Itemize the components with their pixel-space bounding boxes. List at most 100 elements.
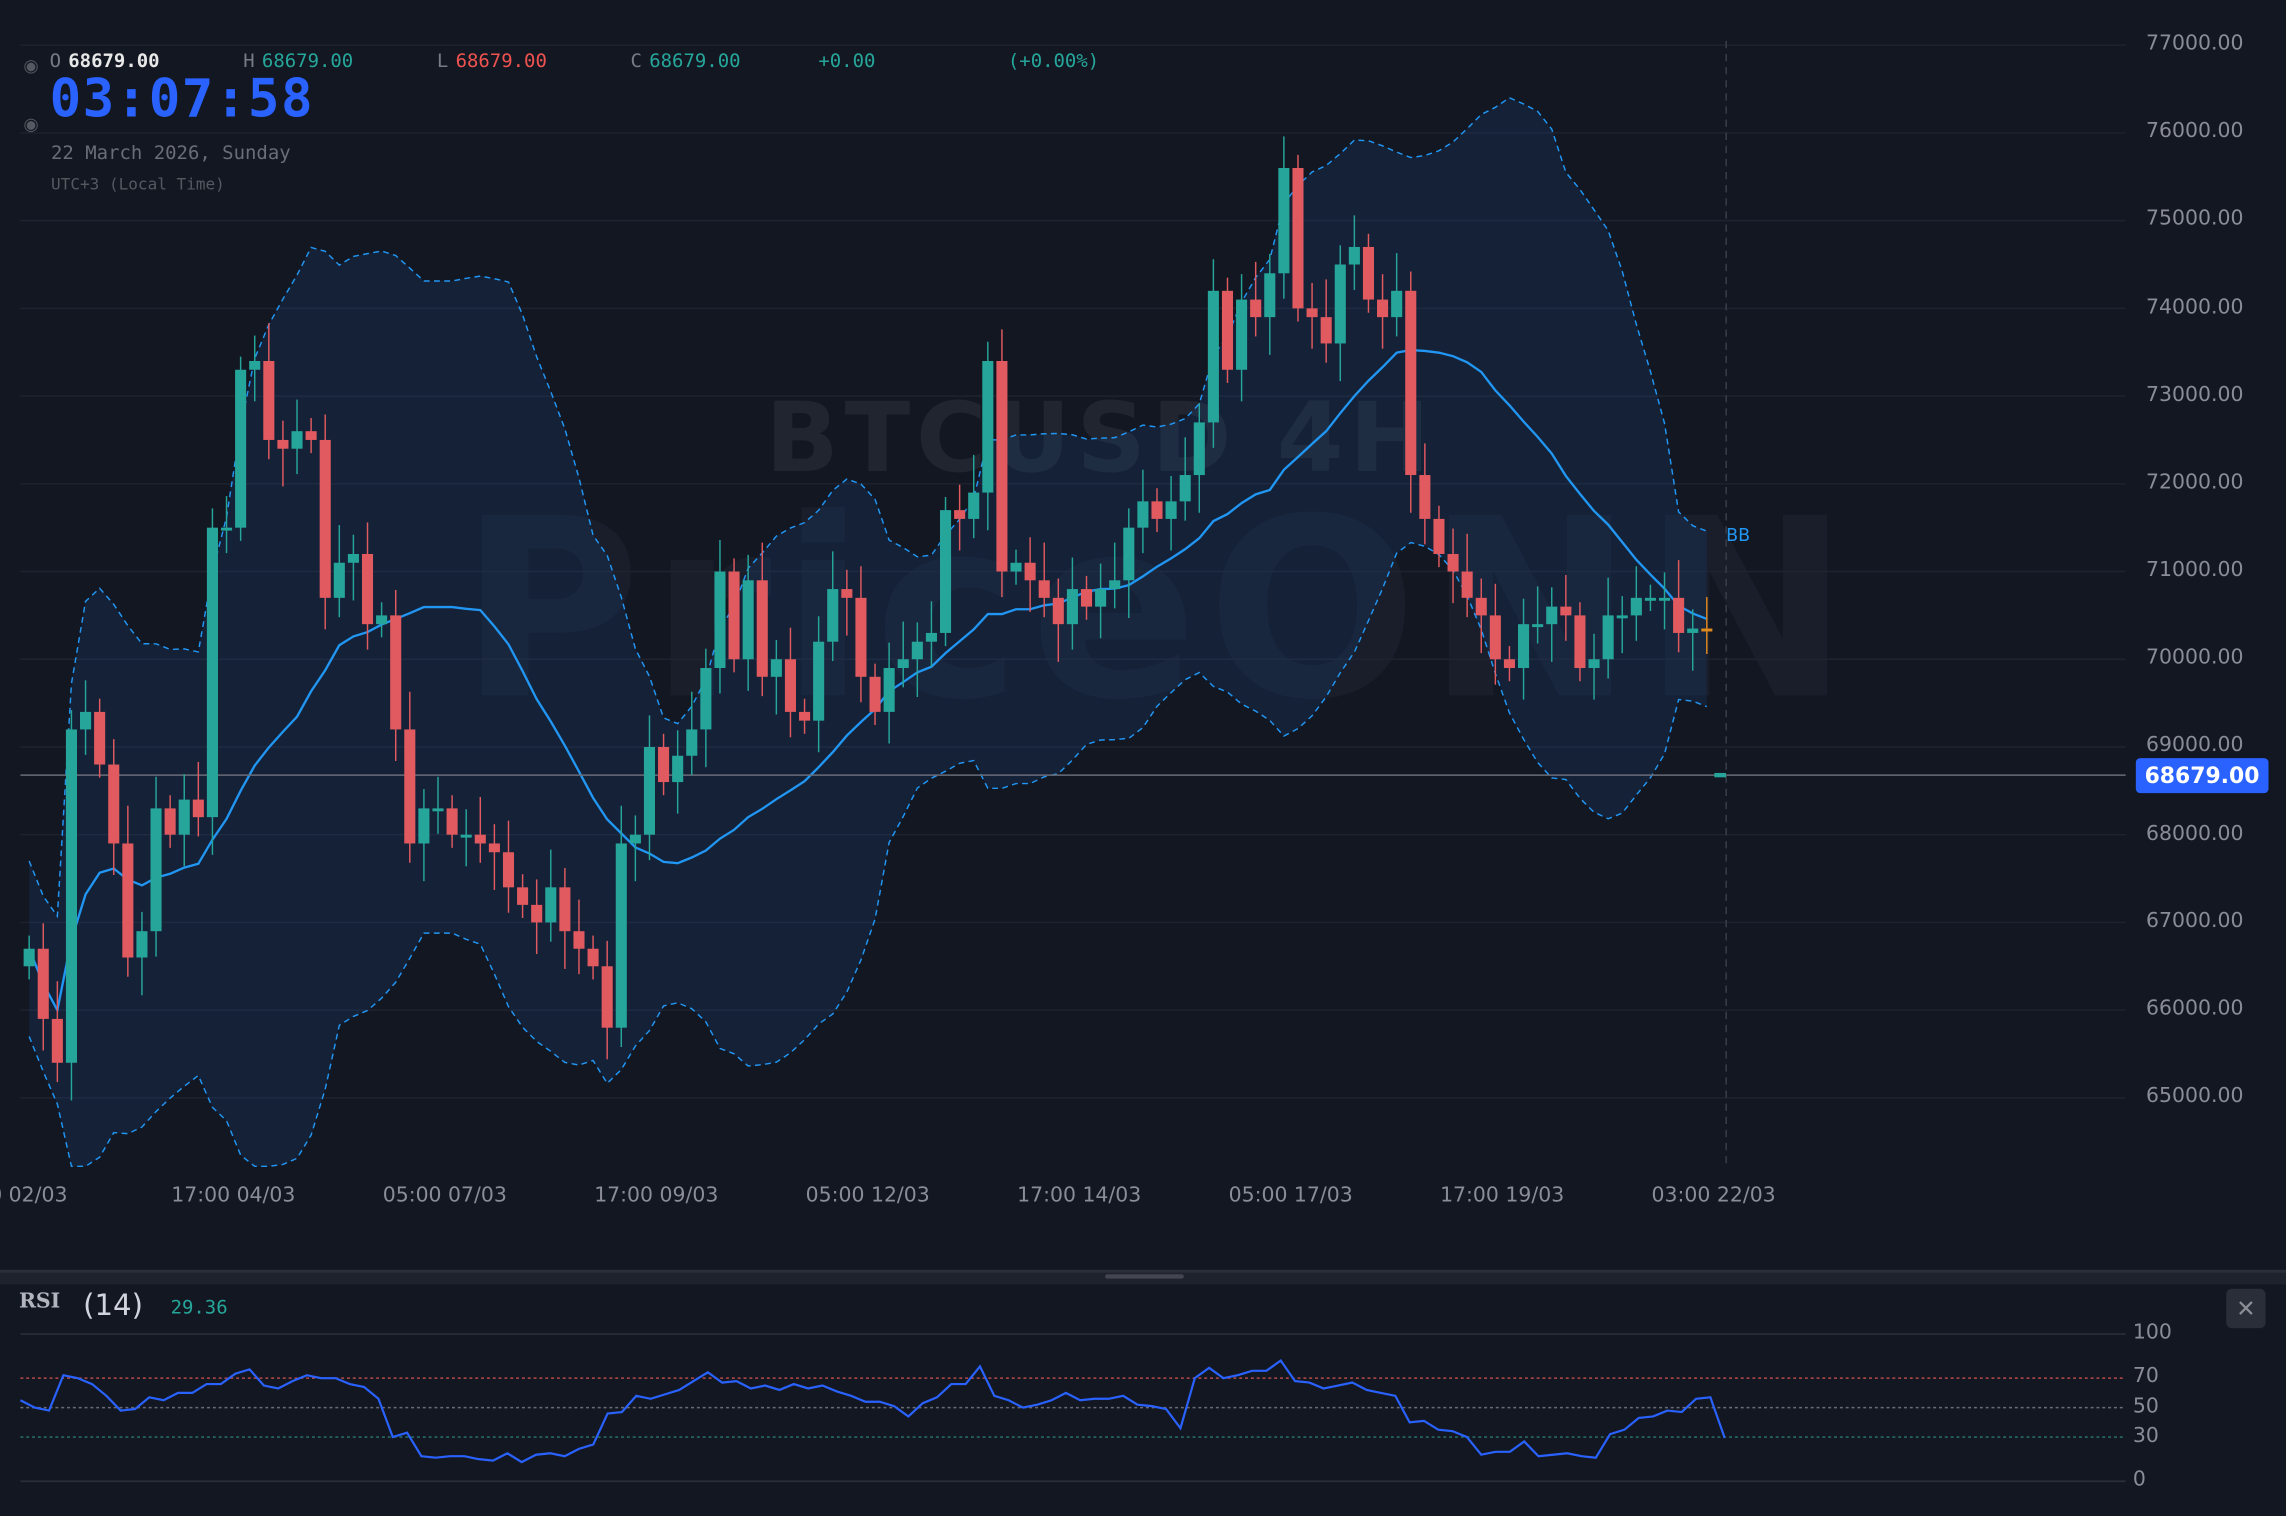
candle [1038,580,1050,598]
candle [1518,624,1530,669]
bollinger-upper-line [28,96,1708,919]
candle [658,746,670,783]
candle [418,808,430,844]
y-tick-label: 77000.00 [2146,32,2244,56]
candle [235,369,247,528]
bollinger-lower-line [28,541,1708,1168]
candle [108,764,120,844]
close-icon[interactable]: ✕ [2226,1288,2266,1329]
candle [1489,615,1501,660]
candle [1024,562,1036,581]
candle [883,668,895,712]
bb-indicator-label[interactable]: BB [1726,524,1751,546]
candle [1348,246,1360,265]
candle [263,360,275,440]
change-percent: (+0.00%) [1007,51,1100,73]
candle [23,948,35,967]
candle [1532,624,1544,628]
candle [869,676,881,712]
candle [446,808,458,835]
candle [122,843,134,958]
candle [742,580,754,660]
candle [474,834,486,844]
candle [347,553,359,563]
candle [714,571,726,669]
candle [813,641,825,721]
candle [1405,290,1417,476]
candle [1052,597,1064,625]
candle [361,553,374,625]
y-tick-label: 75000.00 [2146,207,2244,231]
y-tick-label: 71000.00 [2146,558,2244,582]
open-label: O [49,51,61,73]
candle [1250,299,1262,318]
eye-icon[interactable]: ◉ [23,113,39,135]
y-tick-label: 69000.00 [2146,733,2244,758]
candle [982,360,994,493]
candle [1137,501,1149,528]
candle [333,562,345,598]
candle [1207,290,1219,423]
candle [1292,168,1304,309]
candle [1179,475,1191,502]
candle [1714,772,1727,778]
candle [1687,628,1699,633]
candle [1588,659,1600,669]
candle [700,668,712,730]
candle [1503,659,1515,669]
candle [897,659,909,669]
candle [559,887,571,932]
candle [629,834,641,844]
y-tick-label: 70000.00 [2146,646,2244,670]
x-tick-label: 00 02/03 [0,1183,68,1208]
candle [376,615,388,625]
x-tick-label: 05:00 07/03 [382,1183,507,1208]
rsi-line [19,1358,1726,1464]
candle [37,948,49,1019]
candle [728,571,740,660]
x-tick-label: 17:00 19/03 [1440,1183,1565,1208]
timezone-label: UTC+3 (Local Time) [51,174,225,194]
candle [1320,317,1332,344]
candle [404,729,416,844]
candle [1334,264,1346,344]
resize-handle[interactable] [1105,1274,1184,1279]
candle [1066,589,1078,625]
candle [164,808,176,835]
open-value: 68679.00 [68,51,160,73]
candle [573,931,585,949]
y-tick-label: 68000.00 [2146,821,2244,845]
candle [545,887,557,923]
candle [615,843,627,1028]
candle [1546,606,1558,625]
x-tick-label: 05:00 17/03 [1228,1183,1353,1208]
x-tick-label: 05:00 12/03 [805,1183,930,1208]
y-tick-label: 65000.00 [2146,1084,2244,1109]
y-tick-label: 67000.00 [2146,909,2244,933]
candle [1630,597,1642,616]
candle [249,360,261,370]
y-tick-label: 66000.00 [2146,997,2244,1021]
date-label: 22 March 2026, Sunday [51,142,291,165]
candle [1433,518,1445,554]
candle [1221,290,1234,370]
candle [319,439,331,598]
candle [855,597,867,677]
candle [939,510,952,633]
candle [587,948,599,967]
eye-icon[interactable]: ◉ [23,55,39,76]
candle [65,729,77,1063]
candle [1236,299,1248,370]
candle [686,729,698,756]
rsi-tick-label: 70 [2132,1365,2159,1389]
candle [601,966,613,1028]
candle [954,510,966,519]
rsi-value: 29.36 [170,1297,228,1320]
candle [1673,597,1685,633]
candle [1095,589,1107,607]
x-tick-label: 17:00 09/03 [594,1183,719,1208]
candle [1419,475,1431,519]
high-value: 68679.00 [261,51,354,73]
candle [1010,562,1022,572]
